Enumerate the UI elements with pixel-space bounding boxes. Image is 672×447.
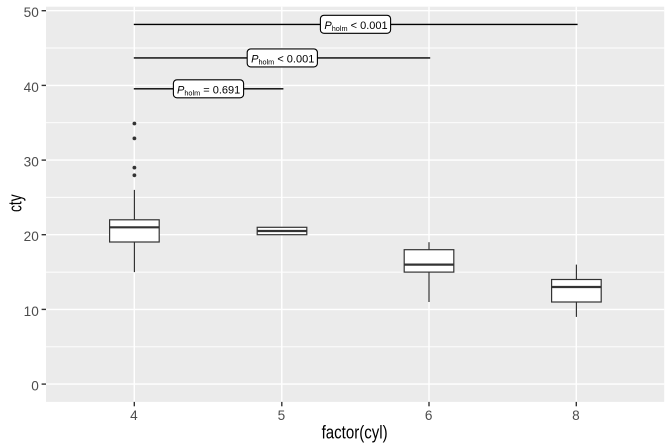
svg-text:factor(cyl): factor(cyl) [322, 421, 388, 442]
svg-text:20: 20 [24, 229, 40, 244]
svg-text:8: 8 [572, 408, 580, 423]
svg-text:10: 10 [24, 304, 40, 319]
svg-text:Pholm < 0.001: Pholm < 0.001 [324, 20, 387, 33]
svg-text:Pholm < 0.001: Pholm < 0.001 [251, 54, 314, 67]
svg-text:50: 50 [24, 5, 40, 20]
svg-text:4: 4 [130, 408, 138, 423]
svg-text:40: 40 [24, 80, 40, 95]
svg-text:6: 6 [425, 408, 433, 423]
svg-text:30: 30 [24, 155, 40, 170]
svg-text:Pholm = 0.691: Pholm = 0.691 [177, 84, 240, 97]
svg-text:cty: cty [5, 194, 26, 212]
svg-text:0: 0 [31, 379, 39, 394]
svg-text:5: 5 [278, 408, 286, 423]
